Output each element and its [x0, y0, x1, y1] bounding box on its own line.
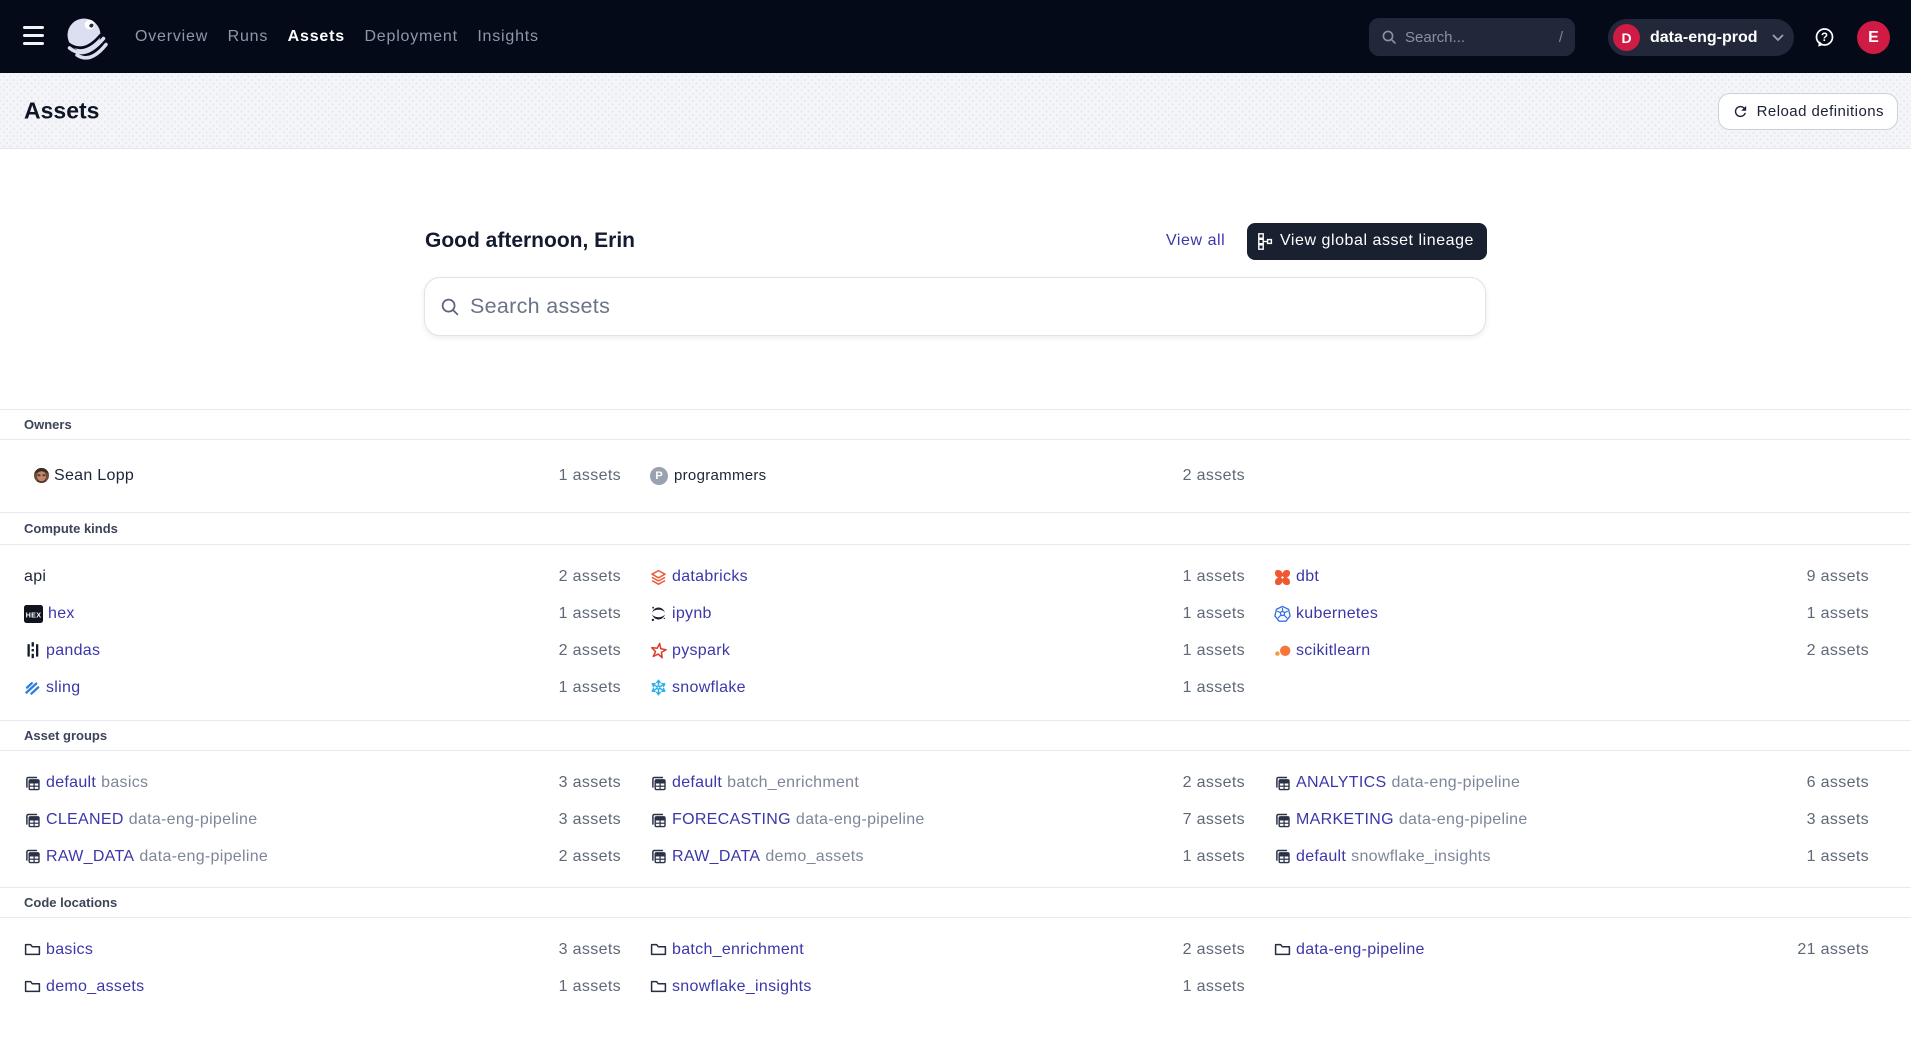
svg-text:?: ?: [1821, 32, 1828, 44]
svg-text:HEX: HEX: [26, 611, 42, 620]
